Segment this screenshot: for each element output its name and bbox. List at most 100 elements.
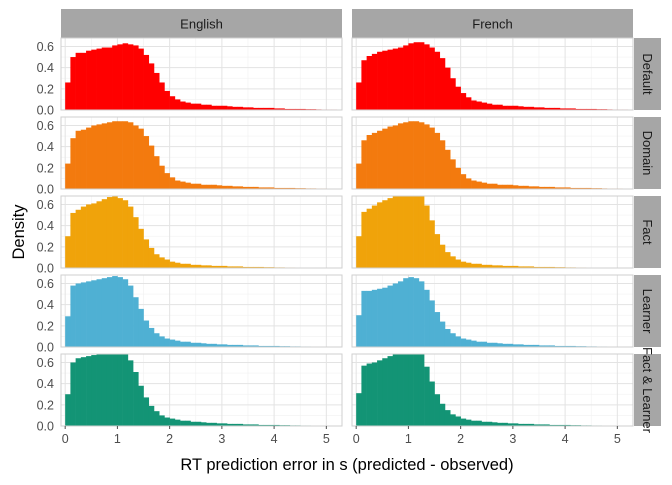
histogram-bar-default-french [356, 82, 362, 110]
histogram-bar-fact-english [76, 210, 82, 268]
histogram-bar-default-english [149, 63, 155, 110]
x-tick-label: 3 [509, 432, 516, 446]
histogram-bar-domain-english [97, 124, 103, 189]
histogram-bar-domain-english [191, 184, 197, 189]
histogram-bar-fact-and-learner-french [476, 421, 482, 426]
histogram-bar-domain-english [185, 183, 191, 189]
histogram-bar-domain-french [403, 122, 409, 189]
y-tick-label: 0.4 [37, 140, 54, 154]
histogram-bar-domain-french [424, 124, 430, 189]
histogram-bar-learner-french [429, 300, 435, 347]
histogram-bar-fact-and-learner-french [440, 404, 446, 426]
histogram-bar-fact-and-learner-english [70, 362, 76, 426]
histogram-bar-domain-french [502, 185, 508, 189]
histogram-bar-default-french [466, 97, 472, 110]
histogram-bar-fact-and-learner-english [144, 397, 150, 426]
histogram-bar-default-english [76, 53, 82, 110]
histogram-bar-fact-and-learner-english [170, 419, 176, 426]
histogram-bar-domain-french [466, 178, 472, 189]
histogram-bar-default-english [102, 48, 108, 110]
histogram-bar-domain-french [461, 174, 467, 189]
histogram-bar-fact-and-learner-french [403, 354, 409, 426]
y-tick-label: 0.0 [37, 420, 54, 434]
histogram-bar-fact-english [133, 217, 139, 268]
histogram-bar-domain-french [398, 123, 404, 189]
histogram-bar-default-english [81, 53, 87, 110]
y-tick-label: 0.6 [37, 198, 54, 212]
y-tick-label: 0.0 [37, 341, 54, 355]
histogram-bar-default-english [154, 73, 160, 110]
y-tick-label: 0.4 [37, 61, 54, 75]
histogram-bar-fact-french [382, 200, 388, 268]
histogram-bar-domain-french [476, 182, 482, 189]
histogram-bar-learner-french [419, 281, 425, 347]
histogram-bar-default-english [70, 57, 76, 110]
histogram-bar-default-french [471, 100, 477, 110]
histogram-bar-fact-english [107, 197, 113, 268]
histogram-bar-default-french [408, 43, 414, 110]
histogram-bar-domain-english [159, 166, 165, 189]
histogram-bar-domain-french [471, 181, 477, 189]
histogram-bar-fact-french [403, 196, 409, 268]
histogram-bar-learner-french [435, 312, 441, 347]
histogram-bar-default-english [86, 51, 92, 110]
histogram-bar-fact-and-learner-english [112, 354, 118, 426]
histogram-bar-fact-and-learner-english [65, 394, 71, 426]
histogram-bar-fact-and-learner-english [76, 358, 82, 426]
strip-label-domain: Domain [640, 131, 655, 176]
histogram-bar-fact-and-learner-french [445, 410, 451, 426]
histogram-bar-default-french [361, 60, 367, 110]
histogram-bar-domain-english [144, 136, 150, 189]
histogram-bar-domain-french [440, 140, 446, 189]
histogram-bar-fact-and-learner-english [81, 357, 87, 426]
histogram-bar-fact-english [102, 199, 108, 268]
histogram-bar-fact-and-learner-english [107, 354, 113, 426]
histogram-bar-default-french [440, 58, 446, 110]
histogram-bar-learner-english [196, 343, 202, 347]
histogram-bar-domain-english [175, 181, 181, 189]
x-tick-label: 1 [114, 432, 121, 446]
histogram-bar-default-french [377, 52, 383, 110]
histogram-bar-fact-and-learner-english [201, 422, 207, 426]
x-tick-label: 0 [62, 432, 69, 446]
histogram-bar-default-english [107, 48, 113, 110]
histogram-bar-fact-english [180, 264, 186, 268]
histogram-bar-fact-and-learner-english [149, 406, 155, 426]
histogram-bar-fact-and-learner-english [164, 418, 170, 426]
histogram-bar-learner-french [487, 343, 493, 347]
histogram-bar-learner-french [466, 340, 472, 347]
histogram-bar-domain-french [367, 135, 373, 189]
histogram-bar-domain-french [445, 150, 451, 189]
histogram-bar-default-french [513, 106, 519, 110]
histogram-bar-learner-french [414, 278, 420, 347]
histogram-bar-learner-english [117, 277, 123, 347]
histogram-bar-learner-english [180, 342, 186, 347]
histogram-bar-fact-and-learner-english [196, 422, 202, 426]
histogram-bar-fact-and-learner-french [377, 360, 383, 426]
histogram-bar-default-french [414, 42, 420, 110]
histogram-bar-fact-and-learner-french [356, 393, 362, 426]
histogram-bar-fact-english [128, 207, 134, 268]
histogram-bar-fact-english [138, 229, 144, 268]
histogram-bar-default-english [123, 43, 129, 110]
histogram-bar-default-french [419, 42, 425, 110]
histogram-bar-domain-french [482, 183, 488, 189]
histogram-bar-default-english [217, 106, 223, 110]
histogram-bar-default-english [159, 82, 165, 110]
histogram-bar-learner-english [128, 286, 134, 347]
histogram-bar-fact-and-learner-french [424, 367, 430, 426]
histogram-bar-default-french [455, 87, 461, 110]
histogram-bar-fact-french [414, 196, 420, 268]
histogram-bar-learner-french [440, 322, 446, 347]
histogram-bar-learner-english [70, 286, 76, 347]
x-tick-label: 3 [218, 432, 225, 446]
histogram-bar-domain-english [123, 121, 129, 189]
histogram-bar-fact-and-learner-french [466, 420, 472, 426]
histogram-bar-learner-french [492, 343, 498, 347]
histogram-bar-domain-french [408, 121, 414, 189]
histogram-bar-domain-english [65, 164, 71, 189]
histogram-bar-learner-french [382, 288, 388, 347]
x-tick-label: 4 [271, 432, 278, 446]
histogram-bar-learner-english [91, 280, 97, 347]
histogram-bar-fact-and-learner-french [361, 366, 367, 426]
